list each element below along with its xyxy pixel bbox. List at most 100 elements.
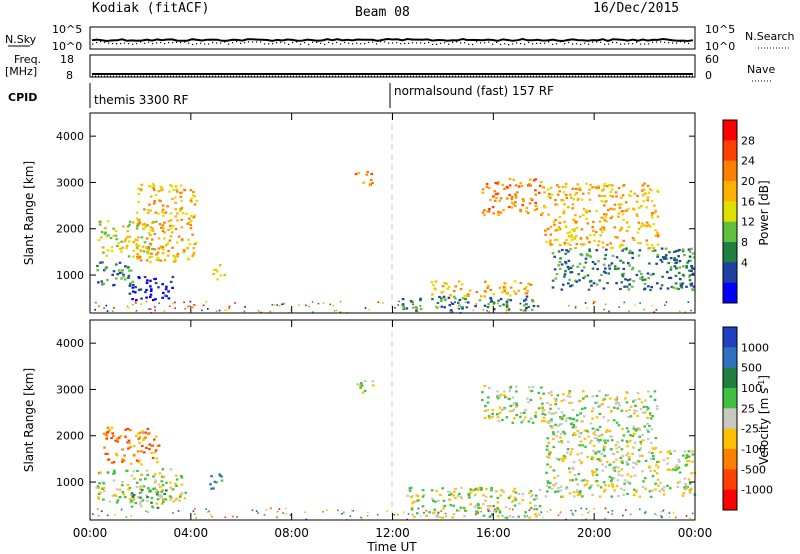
echo-cell bbox=[558, 221, 562, 224]
echo-cell bbox=[570, 422, 573, 425]
echo-cell bbox=[141, 245, 145, 248]
echo-cell bbox=[594, 434, 597, 437]
echo-cell bbox=[359, 386, 362, 389]
echo-cell bbox=[506, 307, 509, 310]
echo-cell bbox=[665, 301, 668, 303]
echo-cell bbox=[102, 481, 105, 484]
echo-cell bbox=[604, 441, 607, 444]
echo-cell bbox=[544, 495, 548, 498]
echo-cell bbox=[135, 434, 138, 437]
echo-cell bbox=[547, 421, 551, 424]
echo-cell bbox=[529, 495, 533, 498]
echo-cell bbox=[583, 429, 587, 432]
echo-cell bbox=[474, 487, 478, 490]
echo-cell bbox=[501, 183, 504, 187]
nsky-tick-bottom: 10^0 bbox=[52, 40, 82, 53]
echo-cell bbox=[568, 401, 571, 405]
echo-cell bbox=[636, 391, 640, 395]
echo-cell bbox=[451, 516, 454, 519]
echo-cell bbox=[610, 480, 613, 483]
echo-cell bbox=[403, 511, 405, 514]
echo-cell bbox=[487, 284, 490, 288]
echo-cell bbox=[124, 278, 127, 281]
echo-cell bbox=[632, 238, 636, 241]
echo-cell bbox=[160, 490, 163, 493]
echo-cell bbox=[591, 267, 595, 270]
echo-cell bbox=[688, 482, 692, 485]
freq-label: Freq. bbox=[14, 53, 41, 66]
echo-cell bbox=[622, 261, 625, 264]
echo-cell bbox=[509, 404, 512, 408]
echo-cell bbox=[492, 212, 495, 215]
echo-cell bbox=[643, 425, 646, 428]
echo-cell bbox=[501, 419, 504, 422]
echo-cell bbox=[582, 266, 586, 269]
echo-cell bbox=[130, 492, 134, 495]
echo-cell bbox=[514, 184, 518, 187]
echo-cell bbox=[485, 487, 488, 491]
echo-cell bbox=[337, 509, 339, 512]
echo-cell bbox=[483, 304, 487, 307]
echo-cell bbox=[632, 466, 635, 469]
echo-cell bbox=[486, 508, 489, 511]
echo-cell bbox=[417, 310, 420, 313]
echo-cell bbox=[484, 499, 487, 502]
echo-cell bbox=[606, 209, 610, 212]
echo-cell bbox=[581, 243, 584, 246]
echo-cell bbox=[102, 432, 106, 435]
echo-cell bbox=[486, 310, 488, 312]
echo-cell bbox=[124, 428, 127, 431]
echo-cell bbox=[432, 284, 435, 287]
echo-cell bbox=[106, 278, 109, 282]
echo-cell bbox=[368, 308, 370, 311]
echo-cell bbox=[218, 264, 222, 267]
echo-cell bbox=[513, 504, 517, 507]
echo-cell bbox=[533, 209, 537, 212]
echo-cell bbox=[574, 305, 577, 308]
echo-cell bbox=[581, 407, 584, 410]
echo-cell bbox=[488, 386, 491, 390]
echo-cell bbox=[489, 301, 492, 303]
echo-cell bbox=[558, 216, 561, 219]
echo-cell bbox=[149, 279, 152, 282]
echo-cell bbox=[161, 475, 164, 478]
colorbar-segment bbox=[723, 327, 737, 348]
echo-cell bbox=[583, 407, 587, 410]
echo-cell bbox=[357, 171, 361, 174]
echo-cell bbox=[622, 514, 624, 517]
echo-cell bbox=[587, 288, 591, 291]
echo-cell bbox=[430, 489, 434, 492]
echo-cell bbox=[107, 220, 110, 223]
echo-cell bbox=[148, 489, 152, 492]
echo-cell bbox=[97, 486, 101, 489]
echo-cell bbox=[652, 272, 655, 276]
echo-cell bbox=[571, 479, 574, 482]
echo-cell bbox=[550, 418, 553, 421]
echo-cell bbox=[480, 487, 483, 490]
echo-cell bbox=[120, 508, 123, 511]
nsearch-point bbox=[376, 43, 378, 45]
colorbar-tick-label: 4 bbox=[741, 256, 748, 269]
echo-cell bbox=[106, 452, 110, 456]
echo-cell bbox=[572, 426, 575, 429]
nsearch-point bbox=[448, 43, 450, 45]
echo-cell bbox=[554, 490, 557, 493]
echo-cell bbox=[182, 251, 185, 254]
echo-cell bbox=[437, 499, 440, 502]
echo-cell bbox=[615, 465, 618, 468]
echo-cell bbox=[647, 390, 650, 393]
echo-cell bbox=[162, 476, 166, 479]
echo-cell bbox=[586, 274, 590, 277]
echo-cell bbox=[622, 272, 625, 275]
nsearch-point bbox=[356, 42, 358, 44]
echo-cell bbox=[153, 487, 156, 490]
echo-cell bbox=[528, 183, 531, 186]
echo-cell bbox=[656, 234, 660, 237]
echo-cell bbox=[113, 307, 115, 309]
echo-cell bbox=[600, 200, 603, 203]
echo-cell bbox=[549, 239, 552, 242]
echo-cell bbox=[503, 187, 506, 190]
nsearch-point bbox=[116, 43, 118, 45]
colorbar-tick-label: -25 bbox=[741, 423, 759, 436]
echo-cell bbox=[439, 494, 442, 497]
